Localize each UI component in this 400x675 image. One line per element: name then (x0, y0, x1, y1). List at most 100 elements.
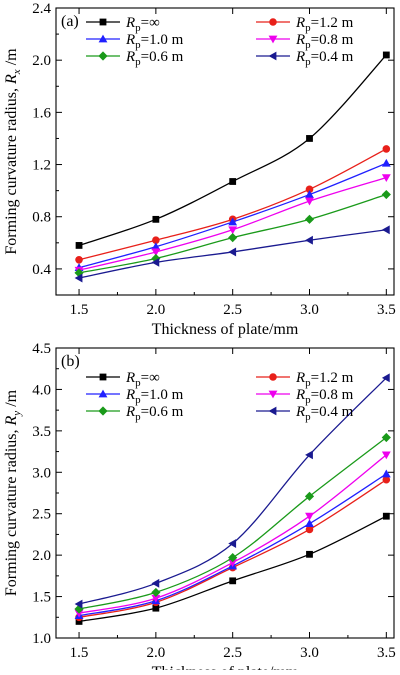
legend-entry: Rp=0.4 m (256, 404, 354, 423)
legend-marker (99, 18, 107, 26)
panel-a: 1.5 2.0 2.5 3.0 3.5 0.4 0.8 1.2 1.6 2.0 2.4 Thickne… (3, 1, 396, 338)
legend-entry: Rp=1.2 m (256, 370, 354, 389)
data-point (381, 469, 391, 478)
data-point (305, 197, 314, 206)
y-axis-title: Forming curvature radius, Ry /m (3, 389, 23, 596)
data-point (381, 225, 390, 235)
legend-entry: Rp=1.0 m (86, 387, 184, 406)
data-point (228, 217, 238, 226)
series-line (78, 377, 387, 605)
legend-marker (268, 51, 277, 61)
data-point (305, 512, 314, 521)
legend-label: Rp=0.8 m (295, 32, 354, 51)
data-point (305, 190, 314, 198)
y-axis-title: Forming curvature radius, Rx /m (3, 48, 23, 255)
data-point (381, 373, 390, 383)
data-point (382, 475, 391, 484)
legend-entry: Rp=0.6 m (86, 404, 184, 423)
legend-marker (269, 18, 277, 26)
legend-label: Rp=0.4 m (295, 49, 354, 68)
legend-label: Rp=∞ (125, 15, 160, 34)
data-point (152, 604, 160, 612)
legend-label: Rp=0.8 m (295, 387, 354, 406)
x-axis-title: Thickness of plate/mm (152, 664, 299, 670)
y-tick-label: 3.0 (32, 465, 51, 481)
data-point (151, 578, 160, 588)
y-tick-label: 2.0 (32, 53, 51, 69)
x-tick-label: 2.0 (146, 302, 165, 318)
data-point (382, 51, 390, 59)
data-point (305, 450, 313, 460)
data-point (305, 525, 314, 534)
legend-entry: Rp=0.6 m (86, 49, 184, 68)
y-tick-label: 1.5 (32, 590, 51, 606)
data-point (304, 214, 315, 224)
data-point (74, 599, 83, 609)
y-tick-label: 0.8 (32, 210, 51, 226)
series-line (78, 148, 387, 261)
legend-marker (268, 406, 277, 416)
data-point (229, 577, 237, 585)
legend-marker (98, 406, 108, 416)
legend-label: Rp=1.2 m (295, 15, 354, 34)
y-tick-label: 1.2 (32, 158, 51, 174)
y-tick-label: 4.0 (32, 382, 51, 398)
legend-label: Rp=1.0 m (125, 387, 184, 406)
x-tick-label: 2.5 (223, 645, 242, 661)
x-tick-label: 3.5 (377, 645, 396, 661)
panel-label: (a) (61, 13, 79, 30)
y-tick-label: 0.4 (32, 262, 51, 278)
data-point (151, 257, 160, 267)
data-point (75, 255, 83, 264)
data-point (381, 451, 391, 460)
legend-label: Rp=0.6 m (125, 49, 184, 68)
data-point (152, 215, 160, 223)
y-tick-label: 1.0 (32, 631, 51, 647)
data-point (382, 145, 391, 153)
data-point (74, 268, 84, 278)
y-tick-label: 3.5 (32, 424, 51, 440)
data-point (74, 609, 84, 618)
y-tick-label: 1.6 (32, 105, 51, 121)
data-point (228, 559, 238, 568)
y-tick-label: 2.0 (32, 548, 51, 564)
data-point (228, 247, 237, 257)
legend-marker (269, 373, 277, 381)
data-point (74, 273, 83, 283)
data-point (305, 235, 313, 245)
data-point (381, 189, 391, 200)
legend-marker (98, 389, 108, 398)
legend-entry: Rp=1.0 m (86, 32, 184, 51)
data-point (304, 491, 315, 501)
data-point (382, 512, 390, 520)
legend-entry: Rp=0.4 m (256, 49, 354, 68)
legend-label: Rp=1.0 m (125, 32, 184, 51)
data-point (306, 135, 313, 142)
legend-marker (268, 35, 278, 44)
panel-b: 1.5 2.0 2.5 3.0 3.5 1.0 1.5 2.0 2.5 3.0 3.5 4.0 4.5 T… (3, 341, 396, 675)
legend-label: Rp=0.4 m (295, 404, 354, 423)
x-tick-label: 3.5 (377, 302, 396, 318)
x-axis-title: Thickness of plate/mm (152, 321, 299, 338)
data-point (381, 158, 391, 167)
x-tick-label: 2.5 (223, 302, 242, 318)
data-point (228, 553, 238, 563)
x-tick-label: 1.5 (70, 645, 89, 661)
legend-label: Rp=0.6 m (125, 404, 184, 423)
plot-frame (55, 7, 395, 296)
data-point (74, 604, 84, 614)
data-point (306, 550, 313, 558)
legend-label: Rp=∞ (125, 370, 160, 389)
data-point (151, 242, 161, 251)
data-point (381, 174, 391, 183)
y-tick-label: 2.5 (32, 507, 51, 523)
data-point (75, 242, 83, 249)
legend-entry: Rp=0.8 m (256, 32, 354, 51)
data-point (151, 587, 161, 598)
y-tick-label: 4.5 (32, 341, 51, 357)
legend-entry: Rp=0.8 m (256, 387, 354, 406)
data-point (305, 185, 314, 194)
data-point (151, 248, 161, 257)
